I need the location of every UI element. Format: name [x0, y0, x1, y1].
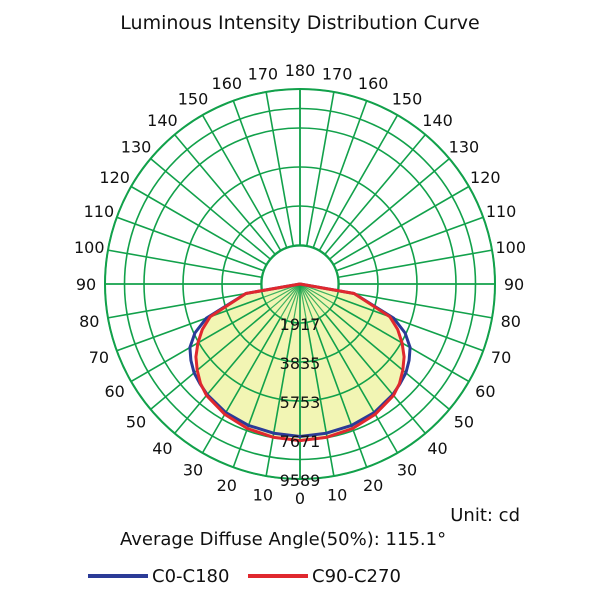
grid-spoke-inner	[269, 283, 301, 310]
grid-spoke	[265, 91, 295, 246]
angle-label-right: 90	[504, 275, 524, 294]
grid-spoke	[232, 100, 288, 248]
average-diffuse-angle: Average Diffuse Angle(50%): 115.1°	[120, 529, 447, 550]
grid-spoke-inner	[265, 283, 301, 305]
grid-spoke-inner	[299, 283, 308, 323]
grid-spoke-inner	[299, 283, 314, 321]
grid-spoke-inner	[286, 283, 301, 321]
grid-spoke	[174, 313, 276, 434]
angle-label-left: 20	[217, 476, 237, 495]
radial-tick-label: 9589	[280, 471, 321, 490]
chart-title: Luminous Intensity Distribution Curve	[120, 12, 480, 34]
grid-spoke	[201, 317, 282, 454]
grid-spoke-inner	[299, 283, 326, 315]
series-curve-c0-c180	[188, 282, 412, 438]
angle-label-right: 100	[495, 238, 526, 257]
angle-label-right: 30	[397, 460, 417, 479]
grid-spoke-inner	[299, 283, 331, 310]
angle-label-left: 120	[99, 168, 130, 187]
angle-label-left: 140	[147, 111, 178, 130]
grid-spoke	[336, 216, 484, 272]
grid-spoke	[336, 296, 484, 352]
angle-label-right: 170	[322, 64, 353, 83]
angle-label-right: 140	[422, 111, 453, 130]
grid-spoke-inner	[279, 283, 301, 319]
unit-label: Unit: cd	[450, 505, 520, 526]
legend-item-c0-c180: C0-C180	[88, 565, 229, 587]
angle-label-left: 80	[79, 312, 99, 331]
angle-label-left: 30	[183, 460, 203, 479]
angle-label-left: 180	[285, 61, 316, 80]
grid-spoke	[329, 158, 450, 260]
legend-swatch-c0-c180	[88, 574, 148, 578]
legend-label-c90-c270: C90-C270	[312, 565, 401, 587]
angle-label-right: 120	[470, 168, 501, 187]
grid-spoke	[150, 158, 271, 260]
angle-label-right: 110	[486, 202, 517, 221]
legend-item-c90-c270: C90-C270	[248, 565, 401, 587]
grid-spoke-inner	[299, 283, 321, 319]
radial-tick-label: 7671	[280, 432, 321, 451]
angle-label-left: 150	[178, 90, 209, 109]
grid-spoke	[338, 249, 493, 279]
angle-label-right: 70	[491, 348, 511, 367]
grid-layer	[104, 88, 496, 480]
angle-label-left: 50	[126, 413, 146, 432]
grid-spoke	[150, 308, 271, 410]
angle-label-right: 40	[427, 439, 447, 458]
series-curve-c90-c270	[194, 282, 406, 443]
grid-spoke	[333, 185, 470, 266]
grid-spoke	[265, 322, 295, 477]
angle-label-left: 170	[248, 64, 279, 83]
angle-label-left: 110	[84, 202, 115, 221]
grid-spoke	[324, 134, 426, 255]
angle-label-left: 0	[295, 489, 305, 508]
angle-label-right: 130	[449, 137, 480, 156]
angle-label-right: 160	[358, 74, 389, 93]
angle-label-right: 80	[501, 312, 521, 331]
angle-label-left: 60	[104, 382, 124, 401]
angle-label-right: 60	[475, 382, 495, 401]
radial-tick-label: 1917	[280, 315, 321, 334]
radial-tick-label: 5753	[280, 393, 321, 412]
grid-spoke	[318, 317, 399, 454]
grid-spoke	[312, 100, 368, 248]
grid-spoke-inner	[274, 283, 301, 315]
angle-label-right: 10	[327, 486, 347, 505]
grid-spoke	[318, 114, 399, 251]
angle-label-left: 70	[89, 348, 109, 367]
grid-spoke-inner	[292, 283, 301, 323]
angle-label-right: 50	[454, 413, 474, 432]
label-layer: 1917383557537671958901020304050607080901…	[74, 61, 526, 508]
grid-spoke	[305, 322, 335, 477]
radial-tick-label: 3835	[280, 354, 321, 373]
grid-spoke	[130, 185, 267, 266]
grid-spoke-inner	[299, 283, 335, 305]
legend-swatch-c90-c270	[248, 574, 308, 578]
grid-spoke	[232, 320, 288, 468]
angle-label-left: 100	[74, 238, 105, 257]
angle-label-right: 150	[392, 90, 423, 109]
angle-label-left: 40	[152, 439, 172, 458]
grid-spoke	[201, 114, 282, 251]
angle-label-left: 130	[121, 137, 152, 156]
grid-spoke	[107, 249, 262, 279]
grid-spoke	[305, 91, 335, 246]
grid-spoke	[312, 320, 368, 468]
grid-spoke	[174, 134, 276, 255]
legend-label-c0-c180: C0-C180	[152, 565, 230, 587]
angle-label-left: 160	[212, 74, 243, 93]
grid-spoke	[116, 296, 264, 352]
grid-spoke	[107, 289, 262, 319]
grid-spoke	[116, 216, 264, 272]
grid-spoke	[324, 313, 426, 434]
curve-layer	[188, 282, 412, 443]
angle-label-left: 90	[76, 275, 96, 294]
angle-label-left: 10	[253, 486, 273, 505]
grid-spoke	[338, 289, 493, 319]
grid-spoke	[329, 308, 450, 410]
angle-label-right: 20	[363, 476, 383, 495]
